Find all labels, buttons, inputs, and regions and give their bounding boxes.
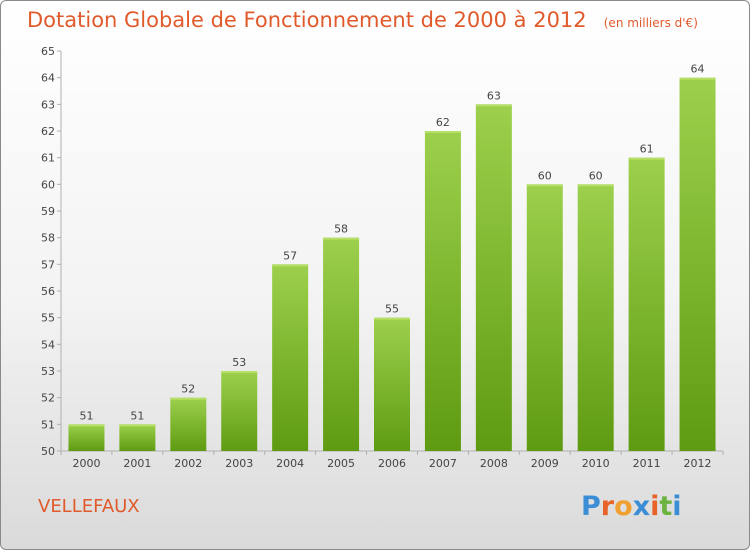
bar: [577, 184, 614, 452]
logo-letter: r: [600, 491, 615, 522]
x-tick-label: 2001: [123, 457, 151, 470]
bar-layer: 51 51 52 53 57 58 55 62 63 60 60 61 64: [68, 63, 716, 452]
y-tick-label: 57: [41, 258, 55, 271]
y-tick-label: 61: [41, 152, 55, 165]
bar: [475, 104, 512, 451]
bar-top-highlight: [170, 397, 207, 400]
x-tick-label: 2000: [72, 457, 100, 470]
y-tick-label: 65: [41, 45, 55, 58]
bar-top-highlight: [119, 424, 156, 427]
y-tick-label: 51: [41, 418, 55, 431]
bar-top-highlight: [475, 104, 512, 107]
y-tick-label: 52: [41, 392, 55, 405]
y-tick-label: 64: [41, 72, 55, 85]
title-row: Dotation Globale de Fonctionnement de 20…: [27, 8, 698, 32]
x-tick-label: 2012: [684, 457, 712, 470]
data-label: 63: [487, 89, 501, 102]
data-label: 58: [334, 223, 348, 236]
data-label: 60: [538, 169, 552, 182]
y-tick-label: 55: [41, 312, 55, 325]
data-label: 52: [181, 383, 195, 396]
bar-top-highlight: [628, 157, 665, 160]
bar: [170, 397, 207, 451]
bar: [628, 157, 665, 451]
bar-top-highlight: [221, 371, 258, 373]
x-tick-label: 2007: [429, 457, 457, 470]
bar: [119, 424, 156, 451]
bar: [424, 131, 461, 451]
bar: [68, 424, 105, 451]
x-tick-label: 2010: [582, 457, 610, 470]
data-label: 51: [130, 409, 144, 422]
bar-top-highlight: [272, 264, 309, 267]
bar: [323, 237, 360, 451]
chart-title: Dotation Globale de Fonctionnement de 20…: [27, 8, 587, 32]
x-tick-label: 2005: [327, 457, 355, 470]
x-tick-label: 2011: [633, 457, 661, 470]
bar-top-highlight: [68, 424, 105, 427]
bar: [272, 264, 309, 451]
data-label: 64: [691, 63, 705, 76]
chart-unit-label: (en milliers d'€): [603, 16, 698, 30]
y-tick-label: 50: [41, 445, 55, 458]
bar-top-highlight: [526, 184, 563, 187]
y-tick-label: 63: [41, 98, 55, 111]
proxiti-logo[interactable]: Proxiti: [581, 491, 682, 522]
data-label: 51: [79, 409, 93, 422]
logo-letter: i: [672, 491, 682, 522]
logo-letter: i: [650, 491, 660, 522]
bar: [679, 77, 716, 452]
bar: [374, 317, 410, 451]
x-tick-label: 2003: [225, 457, 253, 470]
bar: [526, 184, 563, 452]
commune-name: VELLEFAUX: [38, 496, 140, 517]
data-label: 60: [589, 169, 603, 182]
y-tick-label: 59: [41, 205, 55, 218]
x-tick-label: 2004: [276, 457, 304, 470]
y-tick-label: 62: [41, 125, 55, 138]
bar-top-highlight: [323, 237, 360, 240]
x-tick-label: 2002: [174, 457, 202, 470]
bar-top-highlight: [679, 77, 716, 80]
bar-top-highlight: [374, 317, 410, 320]
x-tick-label: 2006: [378, 457, 406, 470]
data-label: 55: [385, 303, 399, 316]
y-tick-label: 54: [41, 338, 55, 351]
y-tick-label: 58: [41, 232, 55, 245]
data-label: 61: [640, 143, 654, 156]
x-tick-label: 2009: [531, 457, 559, 470]
data-label: 57: [283, 249, 297, 262]
logo-letter: P: [581, 491, 601, 522]
logo-letter: x: [632, 491, 651, 522]
x-tick-label: 2008: [480, 457, 508, 470]
axis-layer: 50 51 52 53 54 55 56 57 58 59 60 61 62 63 64 65 2000 2001…: [41, 45, 724, 470]
bar: [221, 371, 258, 451]
logo-letter: t: [659, 491, 673, 522]
y-tick-label: 60: [41, 178, 55, 191]
bar-top-highlight: [424, 131, 461, 133]
y-tick-label: 56: [41, 285, 55, 298]
logo-letter: o: [614, 491, 633, 522]
data-label: 62: [436, 116, 450, 129]
bar-top-highlight: [577, 184, 614, 187]
y-tick-label: 53: [41, 365, 55, 378]
data-label: 53: [232, 356, 246, 369]
